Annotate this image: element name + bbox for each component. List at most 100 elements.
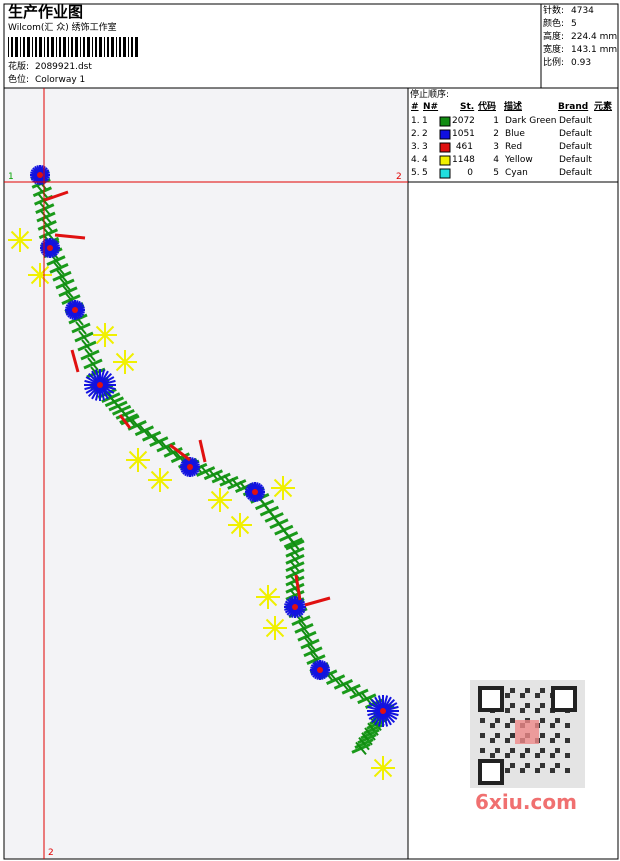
qr-dot [520, 693, 525, 698]
qr-dot [505, 693, 510, 698]
leaf [358, 736, 370, 751]
leaf [42, 227, 55, 241]
stat-value: 224.4 mm [571, 32, 618, 42]
leaf [78, 330, 90, 344]
bar [8, 37, 9, 57]
qr-dot [510, 748, 515, 753]
brand: Default [559, 168, 592, 178]
accent [70, 349, 80, 373]
column-header: # [411, 102, 419, 112]
bar [104, 37, 105, 57]
qr-dot [550, 768, 555, 773]
qr-dot [510, 718, 515, 723]
accent [44, 190, 69, 202]
column-header: 描述 [504, 102, 523, 112]
qr-dot [535, 693, 540, 698]
star [150, 470, 170, 490]
color-swatch [439, 129, 451, 140]
stitch-count: 2072 [452, 116, 475, 126]
color-code: 3 [493, 142, 499, 152]
leaf [364, 727, 376, 741]
qr-dot [505, 738, 510, 743]
qr-dot [490, 738, 495, 743]
qr-dot [555, 718, 560, 723]
bar [87, 37, 90, 57]
leaf [304, 637, 316, 651]
leaf [289, 567, 301, 581]
flower-center [292, 604, 298, 610]
stitch-count: 461 [455, 142, 473, 152]
table-title: 停止顺序: [410, 90, 450, 100]
color-swatch [439, 142, 451, 153]
stat-value: 4734 [571, 6, 594, 16]
qr-dot [565, 753, 570, 758]
qr-dot [480, 748, 485, 753]
marker: 2 [48, 848, 54, 858]
leaf [329, 672, 342, 687]
qr-dot [540, 748, 545, 753]
row-number: 2 [422, 129, 428, 139]
flower-center [47, 245, 53, 251]
leaf [298, 621, 310, 636]
star [273, 478, 293, 498]
row-number: 3 [422, 142, 428, 152]
leaf [367, 722, 379, 736]
bar [39, 37, 42, 57]
bar [56, 37, 57, 57]
bar [27, 37, 30, 57]
brand: Default [559, 155, 592, 165]
accent [198, 439, 207, 463]
color-swatch [439, 116, 451, 127]
leaf [361, 732, 373, 746]
leaf [59, 277, 71, 291]
brand: Default [559, 142, 592, 152]
qr-dot [490, 753, 495, 758]
row-index: 1. [411, 116, 420, 126]
leaf [345, 682, 357, 696]
marker: 2 [396, 172, 402, 182]
qr-dot [540, 763, 545, 768]
qr-dot [505, 768, 510, 773]
qr-dot [540, 718, 545, 723]
qr-dot [480, 733, 485, 738]
leaf [289, 545, 301, 559]
qr-dot [555, 763, 560, 768]
qr-dot [495, 748, 500, 753]
marker: 1 [8, 172, 14, 182]
bar [107, 37, 109, 57]
bar [75, 37, 78, 57]
leaf [56, 269, 68, 283]
bar [71, 37, 73, 57]
column-header: Brand [558, 102, 589, 112]
row-number: 5 [422, 168, 428, 178]
qr-dot [565, 768, 570, 773]
qr-finder [478, 759, 504, 785]
row-number: 1 [422, 116, 428, 126]
qr-logo [515, 720, 539, 744]
color-swatch [439, 155, 451, 166]
qr-dot [550, 738, 555, 743]
description: Cyan [505, 168, 528, 178]
stitch-count: 1051 [452, 129, 475, 139]
qr-dot [520, 753, 525, 758]
color-code: 2 [493, 129, 499, 139]
leaf [353, 687, 365, 701]
stat-value: 143.1 mm [571, 45, 618, 55]
leaf [84, 348, 96, 362]
flower-center [187, 464, 193, 470]
column-header: N# [423, 102, 439, 112]
star [30, 265, 50, 285]
bar [135, 37, 138, 57]
color-code: 5 [493, 168, 499, 178]
bar [11, 37, 13, 57]
bar [111, 37, 114, 57]
leaf [40, 210, 52, 224]
color-code: 4 [493, 155, 499, 165]
file-value: 2089921.dst [35, 62, 92, 72]
description: Yellow [505, 155, 533, 165]
leaf [289, 559, 301, 574]
star [210, 490, 230, 510]
leaf [307, 645, 319, 659]
